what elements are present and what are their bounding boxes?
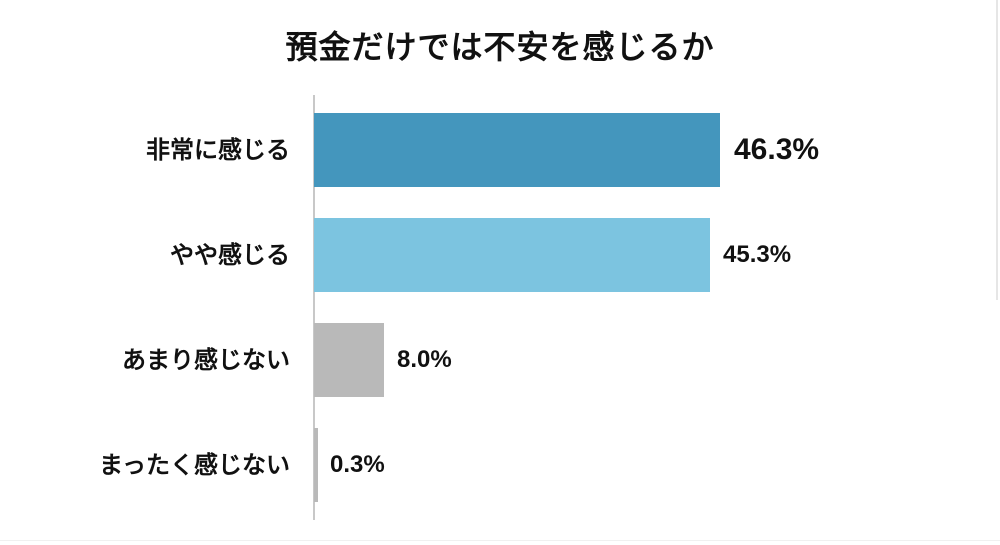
category-label: やや感じる [170, 241, 290, 269]
bar [314, 113, 720, 187]
bar [314, 428, 318, 502]
bar-row: まったく感じない 0.3% [0, 428, 1000, 502]
y-axis-line [313, 95, 315, 520]
chart-title: 預金だけでは不安を感じるか [285, 28, 715, 66]
frame-border-right [996, 0, 998, 300]
frame-border-bottom [0, 540, 1000, 541]
category-label: あまり感じない [122, 346, 290, 374]
value-label: 45.3% [723, 241, 792, 268]
bar-row: 非常に感じる 46.3% [0, 113, 1000, 187]
bar [314, 218, 710, 292]
bar-row: あまり感じない 8.0% [0, 323, 1000, 397]
category-label: まったく感じない [98, 451, 290, 479]
bar-row: やや感じる 45.3% [0, 218, 1000, 292]
value-label: 46.3% [734, 133, 820, 166]
value-label: 8.0% [397, 346, 452, 373]
value-label: 0.3% [330, 451, 385, 478]
bar [314, 323, 384, 397]
category-label: 非常に感じる [146, 136, 290, 164]
